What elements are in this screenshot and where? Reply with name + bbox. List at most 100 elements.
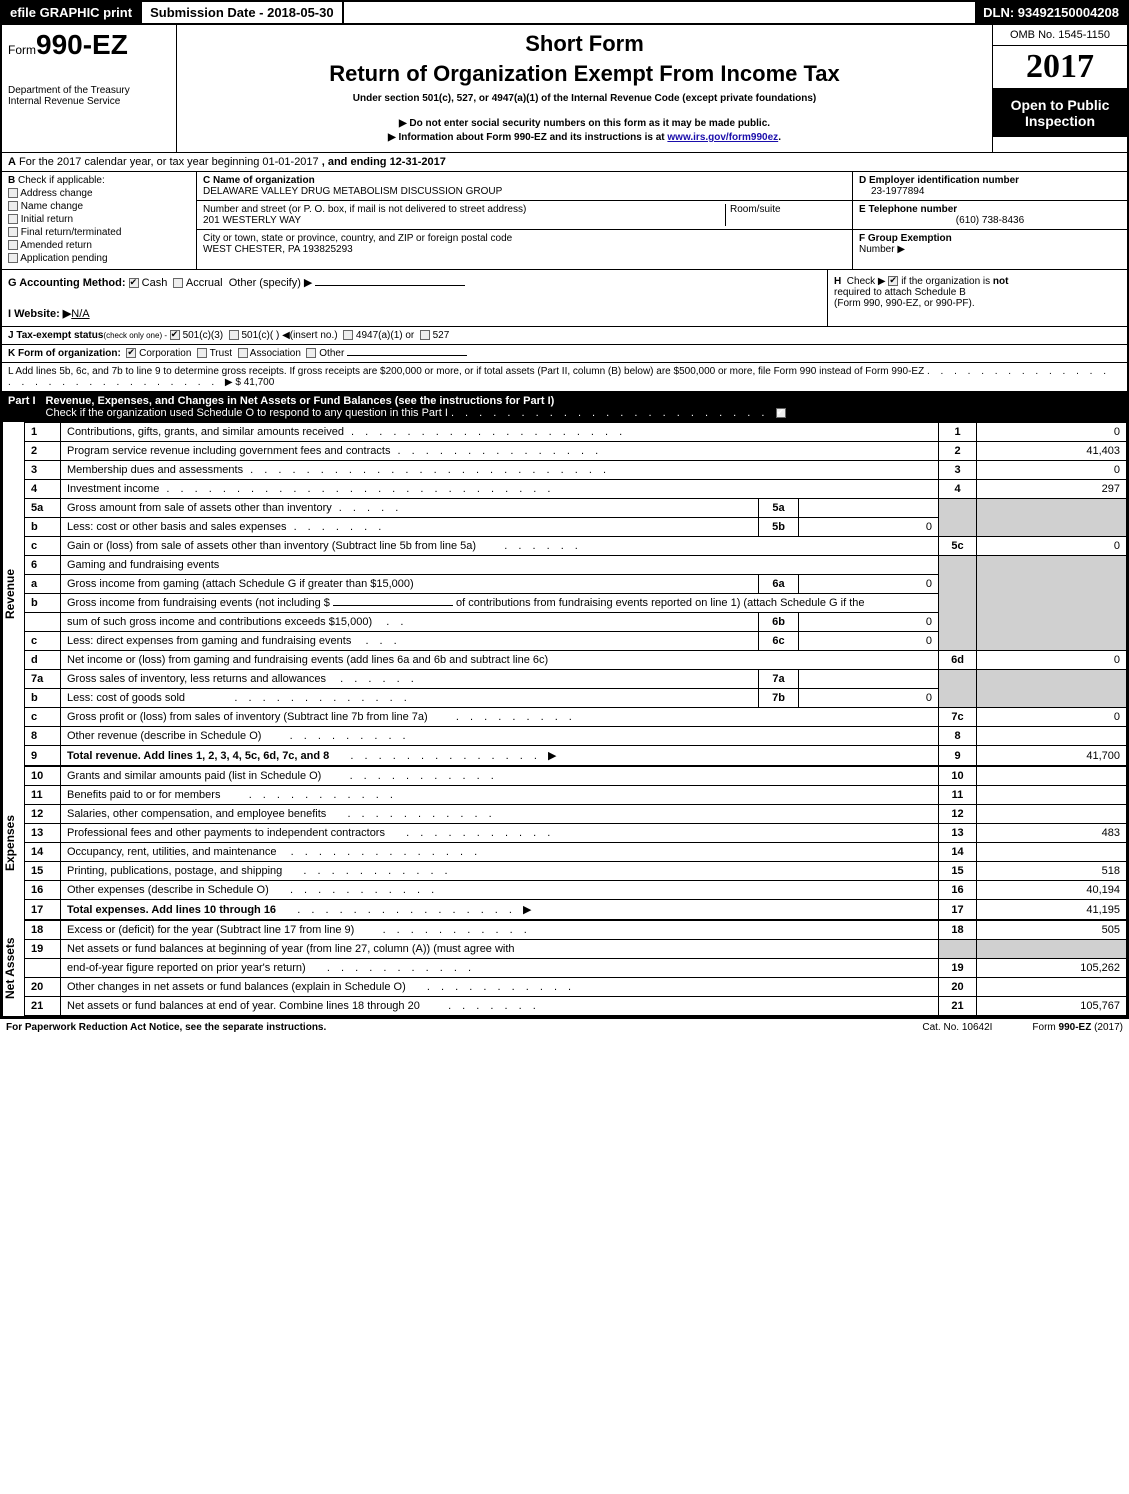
l-text: L Add lines 5b, 6c, and 7b to line 9 to … (8, 366, 924, 377)
chk-trust[interactable] (197, 348, 207, 358)
section-e: E Telephone number (610) 738-8436 (853, 201, 1127, 230)
l2-amt: 41,403 (977, 442, 1127, 461)
label-k: K Form of organization: (8, 348, 121, 359)
l12-amt (977, 805, 1127, 824)
l6a-desc: Gross income from gaming (attach Schedul… (61, 575, 759, 594)
other-label: Other (specify) ▶ (229, 277, 313, 289)
l6b-subval: 0 (799, 613, 939, 632)
line-6: 6 Gaming and fundraising events (25, 556, 1127, 575)
part-1-title: Revenue, Expenses, and Changes in Net As… (46, 395, 1121, 419)
chk-amended-return[interactable]: Amended return (8, 240, 190, 251)
chk-4947[interactable] (343, 330, 353, 340)
l18-amt: 505 (977, 921, 1127, 940)
label-i: I Website: ▶ (8, 308, 71, 320)
website-value: N/A (71, 308, 89, 320)
j-opt3: 4947(a)(1) or (356, 330, 414, 341)
k-opt2: Association (250, 348, 301, 359)
l7a-num: 7a (25, 670, 61, 689)
l1-amt: 0 (977, 423, 1127, 442)
line-14: 14 Occupancy, rent, utilities, and maint… (25, 843, 1127, 862)
section-j: J Tax-exempt status(check only one) - 50… (2, 327, 1127, 345)
l3-num: 3 (25, 461, 61, 480)
l11-ln: 11 (939, 786, 977, 805)
main-title: Return of Organization Exempt From Incom… (187, 61, 982, 87)
chk-address-change[interactable]: Address change (8, 188, 190, 199)
l20-ln: 20 (939, 978, 977, 997)
l12-ln: 12 (939, 805, 977, 824)
l10-num: 10 (25, 767, 61, 786)
j-opt4: 527 (433, 330, 450, 341)
l14-ln: 14 (939, 843, 977, 862)
chk-cash[interactable] (129, 278, 139, 288)
l4-num: 4 (25, 480, 61, 499)
l-amount: ▶ $ 41,700 (225, 377, 274, 388)
chk-h[interactable] (888, 276, 898, 286)
l6b-num: b (25, 594, 61, 613)
line-17: 17 Total expenses. Add lines 10 through … (25, 900, 1127, 920)
l17-num: 17 (25, 900, 61, 920)
l14-num: 14 (25, 843, 61, 862)
l3-desc: Membership dues and assessments (67, 464, 243, 476)
chk-501c3[interactable] (170, 330, 180, 340)
line-1: 1 Contributions, gifts, grants, and simi… (25, 423, 1127, 442)
chk-schedule-o[interactable] (776, 408, 786, 418)
header-center: Short Form Return of Organization Exempt… (177, 25, 992, 152)
line-19-1: 19 Net assets or fund balances at beginn… (25, 940, 1127, 959)
header-row: Form990-EZ Department of the Treasury In… (2, 25, 1127, 153)
l6-desc: Gaming and fundraising events (61, 556, 939, 575)
section-c: C Name of organization DELAWARE VALLEY D… (197, 172, 852, 269)
section-g-i: G Accounting Method: Cash Accrual Other … (2, 270, 827, 326)
l14-desc: Occupancy, rent, utilities, and maintena… (67, 846, 277, 858)
j-opt2: 501(c)( ) (241, 330, 279, 341)
chk-association[interactable] (238, 348, 248, 358)
l5a-num: 5a (25, 499, 61, 518)
l13-desc: Professional fees and other payments to … (67, 827, 385, 839)
chk-application-pending[interactable]: Application pending (8, 253, 190, 264)
chk-corporation[interactable] (126, 348, 136, 358)
chk-527[interactable] (420, 330, 430, 340)
part-1-header: Part I Revenue, Expenses, and Changes in… (2, 392, 1127, 422)
l5b-desc: Less: cost or other basis and sales expe… (67, 521, 287, 533)
line-20: 20 Other changes in net assets or fund b… (25, 978, 1127, 997)
l1-num: 1 (25, 423, 61, 442)
chk-final-return[interactable]: Final return/terminated (8, 227, 190, 238)
l6-num: 6 (25, 556, 61, 575)
l7b-sub: 7b (759, 689, 799, 708)
l6d-amt: 0 (977, 651, 1127, 670)
short-form-title: Short Form (187, 31, 982, 57)
open-line1: Open to Public (997, 97, 1123, 113)
l17-desc: Total expenses. Add lines 10 through 16 (67, 904, 276, 916)
label-g: G Accounting Method: (8, 277, 126, 289)
line-7a: 7a Gross sales of inventory, less return… (25, 670, 1127, 689)
l7c-amt: 0 (977, 708, 1127, 727)
l6a-subval: 0 (799, 575, 939, 594)
info-link[interactable]: www.irs.gov/form990ez (667, 132, 778, 143)
header-right: OMB No. 1545-1150 2017 Open to Public In… (992, 25, 1127, 152)
h-text3: required to attach Schedule B (834, 287, 966, 298)
chk-initial-return[interactable]: Initial return (8, 214, 190, 225)
l19b-num (25, 959, 61, 978)
section-h: H Check ▶ if the organization is not req… (827, 270, 1127, 326)
l6a-num: a (25, 575, 61, 594)
l5c-amt: 0 (977, 537, 1127, 556)
chk-name-change[interactable]: Name change (8, 201, 190, 212)
l2-ln: 2 (939, 442, 977, 461)
chk-501c[interactable] (229, 330, 239, 340)
l18-ln: 18 (939, 921, 977, 940)
line-16: 16 Other expenses (describe in Schedule … (25, 881, 1127, 900)
l6c-num: c (25, 632, 61, 651)
l12-desc: Salaries, other compensation, and employ… (67, 808, 326, 820)
label-j: J Tax-exempt status (8, 330, 103, 341)
footer-left: For Paperwork Reduction Act Notice, see … (6, 1022, 326, 1033)
chk-other-org[interactable] (306, 348, 316, 358)
h-text2: if the organization is (901, 276, 993, 287)
l1-desc: Contributions, gifts, grants, and simila… (67, 426, 344, 438)
city-value: WEST CHESTER, PA 193825293 (203, 244, 353, 255)
section-b: B Check if applicable: Address change Na… (2, 172, 197, 269)
l7a-sub: 7a (759, 670, 799, 689)
l6b-sub: 6b (759, 613, 799, 632)
l7ab-shade (939, 670, 977, 708)
footer-right-bold: 990-EZ (1059, 1022, 1092, 1033)
l19-shade (939, 940, 977, 959)
chk-accrual[interactable] (173, 278, 183, 288)
